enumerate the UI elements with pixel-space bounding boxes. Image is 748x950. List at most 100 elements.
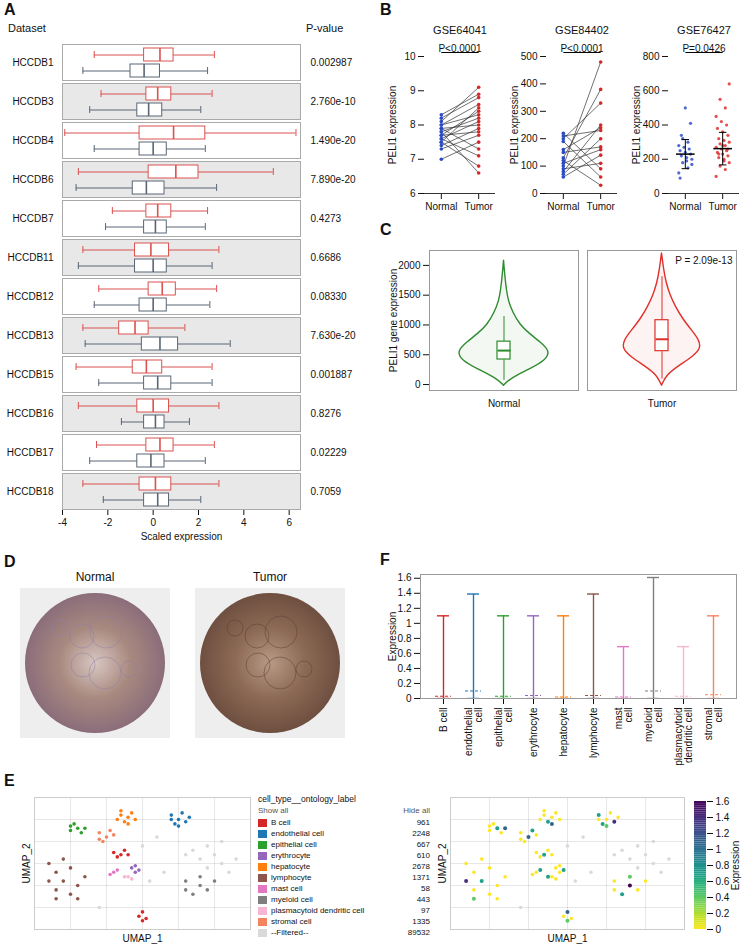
svg-text:0.6686: 0.6686: [311, 252, 342, 263]
svg-text:500: 500: [521, 51, 538, 62]
svg-text:lymphocyte: lymphocyte: [588, 707, 599, 758]
svg-text:0: 0: [716, 924, 722, 935]
svg-text:800: 800: [643, 51, 660, 62]
svg-text:0.02229: 0.02229: [311, 447, 348, 458]
svg-text:stromalcell: stromalcell: [703, 708, 724, 741]
svg-text:P<0.0001: P<0.0001: [560, 43, 604, 54]
svg-text:Tumor: Tumor: [586, 201, 615, 212]
svg-text:0: 0: [654, 188, 660, 199]
svg-text:100: 100: [521, 160, 538, 171]
svg-text:PELI1 expression: PELI1 expression: [631, 86, 642, 164]
svg-text:7.630e-20: 7.630e-20: [311, 330, 356, 341]
svg-text:400: 400: [643, 119, 660, 130]
svg-text:7.890e-20: 7.890e-20: [311, 174, 356, 185]
svg-text:1: 1: [716, 844, 722, 855]
svg-text:GSE84402: GSE84402: [555, 24, 609, 36]
svg-text:myeloidcell: myeloidcell: [643, 708, 664, 742]
svg-text:Scaled expression: Scaled expression: [141, 531, 223, 542]
svg-text:0.8276: 0.8276: [311, 408, 342, 419]
svg-text:erythrocyte: erythrocyte: [528, 707, 539, 757]
svg-text:UMAP_2: UMAP_2: [437, 843, 448, 883]
svg-text:GSE64041: GSE64041: [433, 24, 487, 36]
svg-text:Normal: Normal: [488, 398, 520, 409]
svg-text:HCCDB6: HCCDB6: [12, 174, 54, 185]
svg-text:1: 1: [406, 618, 412, 629]
svg-text:1.2: 1.2: [716, 828, 730, 839]
svg-text:0: 0: [150, 517, 156, 528]
svg-text:HCCDB1: HCCDB1: [12, 57, 54, 68]
svg-text:epithelialcell: epithelialcell: [493, 708, 514, 747]
svg-text:0.2: 0.2: [398, 678, 412, 689]
svg-text:HCCDB17: HCCDB17: [7, 447, 54, 458]
svg-text:0.6: 0.6: [716, 876, 730, 887]
svg-text:200: 200: [643, 153, 660, 164]
svg-text:P<0.0001: P<0.0001: [438, 43, 482, 54]
svg-text:PELI1 gene expression: PELI1 gene expression: [388, 269, 399, 372]
svg-text:PELI1 expression: PELI1 expression: [387, 86, 398, 164]
svg-text:PELI1 expression: PELI1 expression: [509, 86, 520, 164]
svg-text:GSE76427: GSE76427: [677, 24, 731, 36]
svg-text:0.8: 0.8: [398, 633, 412, 644]
svg-text:plasmacytoiddendritic cell: plasmacytoiddendritic cell: [673, 708, 694, 766]
svg-text:Normal: Normal: [669, 201, 701, 212]
svg-text:HCCDB11: HCCDB11: [8, 252, 54, 263]
svg-text:0.6: 0.6: [398, 648, 412, 659]
svg-text:HCCDB15: HCCDB15: [7, 369, 54, 380]
svg-text:0.4: 0.4: [398, 663, 412, 674]
svg-text:7: 7: [410, 153, 416, 164]
svg-text:Normal: Normal: [547, 201, 579, 212]
svg-text:-2: -2: [103, 517, 112, 528]
svg-text:2: 2: [196, 517, 202, 528]
svg-text:6: 6: [410, 188, 416, 199]
svg-text:200: 200: [521, 133, 538, 144]
svg-text:400: 400: [521, 78, 538, 89]
svg-text:9: 9: [410, 85, 416, 96]
svg-text:Tumor: Tumor: [464, 201, 493, 212]
svg-text:8: 8: [410, 119, 416, 130]
svg-text:mastcell: mastcell: [613, 707, 634, 729]
svg-text:HCCDB4: HCCDB4: [12, 135, 54, 146]
svg-text:0.7059: 0.7059: [311, 486, 342, 497]
svg-text:0.4: 0.4: [716, 892, 730, 903]
svg-text:B cell: B cell: [438, 708, 449, 732]
svg-text:1.490e-20: 1.490e-20: [311, 135, 356, 146]
svg-text:1.4: 1.4: [398, 587, 412, 598]
svg-text:0: 0: [532, 188, 538, 199]
svg-text:HCCDB12: HCCDB12: [7, 291, 54, 302]
svg-text:500: 500: [404, 349, 421, 360]
svg-text:-4: -4: [58, 517, 67, 528]
svg-text:hepatocyte: hepatocyte: [558, 707, 569, 756]
svg-text:300: 300: [521, 106, 538, 117]
svg-text:UMAP_2: UMAP_2: [21, 843, 32, 883]
svg-text:1.2: 1.2: [398, 603, 412, 614]
svg-text:2000: 2000: [398, 260, 421, 271]
svg-text:6: 6: [286, 517, 292, 528]
svg-text:1500: 1500: [398, 289, 421, 300]
svg-text:2.760e-10: 2.760e-10: [311, 96, 356, 107]
svg-text:0.001887: 0.001887: [311, 369, 353, 380]
svg-text:0: 0: [415, 379, 421, 390]
svg-text:0: 0: [406, 693, 412, 704]
svg-text:P=0.0426: P=0.0426: [682, 43, 726, 54]
svg-text:UMAP_1: UMAP_1: [547, 933, 587, 944]
svg-text:0.4273: 0.4273: [311, 213, 342, 224]
svg-text:1.6: 1.6: [398, 572, 412, 583]
svg-text:10: 10: [404, 51, 416, 62]
svg-text:UMAP_1: UMAP_1: [122, 933, 162, 944]
svg-text:1000: 1000: [398, 319, 421, 330]
svg-text:HCCDB3: HCCDB3: [12, 96, 54, 107]
svg-text:Expression: Expression: [730, 841, 741, 890]
svg-text:HCCDB18: HCCDB18: [7, 486, 54, 497]
svg-text:600: 600: [643, 85, 660, 96]
svg-text:Expression: Expression: [387, 612, 398, 661]
svg-text:Normal: Normal: [425, 201, 457, 212]
svg-text:0.8: 0.8: [716, 860, 730, 871]
svg-text:Tumor: Tumor: [708, 201, 737, 212]
svg-text:HCCDB7: HCCDB7: [12, 213, 54, 224]
svg-text:1.4: 1.4: [716, 812, 730, 823]
svg-text:0.002987: 0.002987: [311, 57, 353, 68]
svg-text:1.6: 1.6: [716, 796, 730, 807]
svg-text:0.2: 0.2: [716, 908, 730, 919]
svg-text:P = 2.09e-13: P = 2.09e-13: [675, 255, 733, 266]
svg-text:HCCDB13: HCCDB13: [7, 330, 54, 341]
